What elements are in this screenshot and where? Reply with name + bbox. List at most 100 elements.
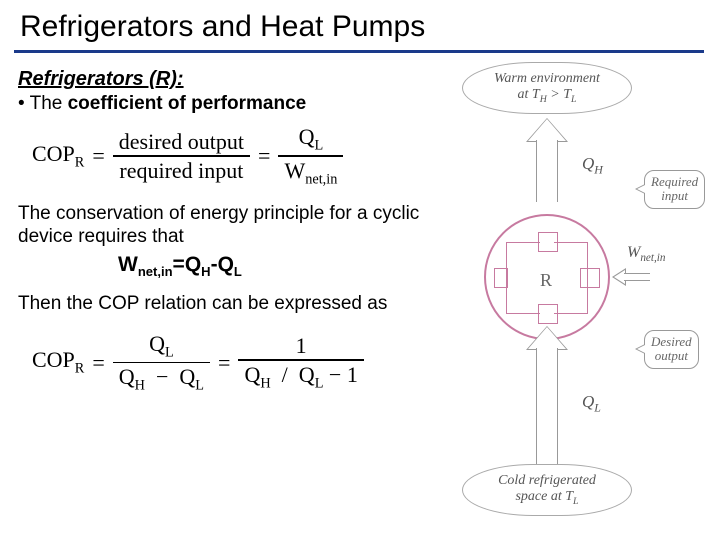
qh-sub: H	[594, 162, 603, 176]
bubble1-l2: input	[661, 188, 688, 203]
bubble2-l1: Desired	[651, 334, 692, 349]
bullet-bold: coefficient of performance	[68, 93, 307, 114]
wnet-sub: net,in	[640, 252, 665, 264]
ce-QL: Q	[218, 253, 234, 276]
label-wnet: Wnet,in	[627, 244, 666, 264]
cycle-pipe	[554, 242, 588, 243]
arrow-wnet	[612, 268, 650, 286]
title-underline	[14, 50, 704, 53]
arrow-shaft	[536, 348, 558, 466]
ql-main: Q	[582, 392, 594, 411]
wnet-main: W	[627, 244, 640, 261]
eq1-lhs-sub: R	[75, 154, 85, 170]
paragraph-then: Then the COP relation can be expressed a…	[18, 293, 438, 316]
cycle-pipe	[506, 242, 540, 243]
warm-gt: >	[547, 87, 563, 102]
ce-QH: Q	[185, 253, 201, 276]
ce-QHsub: H	[201, 264, 210, 279]
arrow-qh	[526, 118, 568, 202]
eq2-num2: 1	[290, 332, 313, 360]
eq1-lhs: COPR	[32, 141, 84, 171]
eq1-frac2: QL Wnet,in	[278, 123, 343, 189]
eq1-den2-sub: net,in	[305, 171, 337, 187]
refrigerator-figure: Warm environment at TH > TL QH R	[452, 62, 710, 522]
eq1-den1: required input	[113, 157, 249, 185]
arrow-head-icon	[526, 118, 568, 142]
equals-sign: =	[92, 143, 104, 169]
eq2-num1-q: Q	[149, 331, 165, 356]
equals-sign: =	[92, 350, 104, 376]
arrow-shaft	[536, 140, 558, 202]
equals-sign: =	[258, 143, 270, 169]
eq2-den2-QH: Q	[244, 362, 260, 387]
bullet-prefix: • The	[18, 93, 68, 114]
bubble-desired-output: Desired output	[644, 330, 699, 369]
eq2-den1-QL: Q	[179, 364, 195, 389]
cycle-pipe	[587, 242, 588, 278]
warm-TL: T	[563, 87, 571, 102]
eq1-num1: desired output	[113, 128, 250, 156]
page-title: Refrigerators and Heat Pumps	[0, 0, 720, 50]
warm-line2-pre: at	[518, 87, 532, 102]
equation-cop-expanded: COPR = QL QH − QL = 1 QH / QL − 1	[32, 330, 438, 396]
eq2-frac2: 1 QH / QL − 1	[238, 332, 363, 393]
cycle-pipe	[554, 313, 588, 314]
cold-line2-pre: space at	[515, 489, 565, 504]
eq2-den1-QHsub: H	[135, 378, 145, 394]
cycle-pipe	[506, 313, 540, 314]
cycle-evaporator	[538, 304, 558, 324]
subheading: Refrigerators (R):	[18, 68, 438, 91]
eq2-den2-tail: − 1	[323, 362, 357, 387]
arrow-shaft	[624, 273, 650, 281]
eq2-den1-QLsub: L	[195, 378, 204, 394]
eq2-lhs: COPR	[32, 347, 84, 377]
bullet-cop: • The coefficient of performance	[18, 93, 438, 115]
content-column: Refrigerators (R): • The coefficient of …	[18, 68, 438, 410]
eq2-den1-QH: Q	[119, 364, 135, 389]
eq1-num2-sub: L	[315, 137, 324, 153]
refrigerator-circle: R	[484, 214, 610, 340]
bubble2-l2: output	[655, 348, 688, 363]
warm-TLsub: L	[571, 94, 576, 105]
eq1-frac1: desired output required input	[113, 128, 250, 185]
eq2-num1: QL	[143, 330, 180, 362]
eq2-lhs-sub: R	[75, 361, 85, 377]
cycle-pipe	[587, 278, 588, 314]
refrigerator-cycle-diagram: R	[496, 226, 598, 328]
eq1-lhs-main: COP	[32, 141, 75, 166]
equation-cop-definition: COPR = desired output required input = Q…	[32, 123, 438, 189]
equation-energy-balance: Wnet,in=QH-QL	[118, 253, 438, 279]
ce-Wsub: net,in	[138, 264, 173, 279]
warm-line1: Warm environment	[494, 71, 600, 86]
eq2-lhs-main: COP	[32, 347, 75, 372]
eq1-den2-w: W	[284, 158, 305, 183]
eq1-num2-q: Q	[299, 124, 315, 149]
cold-TL: T	[565, 489, 573, 504]
ce-QLsub: L	[234, 264, 242, 279]
ql-sub: L	[594, 400, 601, 414]
qh-main: Q	[582, 154, 594, 173]
cycle-compressor	[580, 268, 600, 288]
eq1-num2: QL	[293, 123, 330, 155]
cycle-pipe	[506, 278, 507, 314]
bubble-required-input: Required input	[644, 170, 705, 209]
bubble1-l1: Required	[651, 174, 698, 189]
cold-space-cloud: Cold refrigerated space at TL	[462, 464, 632, 516]
eq2-den2-QHsub: H	[260, 375, 270, 391]
warm-THsub: H	[540, 94, 547, 105]
warm-TH: T	[532, 87, 540, 102]
refrigerator-R-label: R	[540, 270, 552, 291]
paragraph-conservation: The conservation of energy principle for…	[18, 203, 438, 249]
ce-W: W	[118, 253, 138, 276]
cycle-pipe	[506, 242, 507, 278]
cold-line1: Cold refrigerated	[498, 473, 596, 488]
eq1-den2: Wnet,in	[278, 157, 343, 189]
equals-sign: =	[218, 350, 230, 376]
eq2-frac1: QL QH − QL	[113, 330, 210, 396]
cold-TLsub: L	[573, 496, 578, 507]
eq2-den1: QH − QL	[113, 363, 210, 395]
label-ql: QL	[582, 392, 601, 415]
eq2-den2: QH / QL − 1	[238, 361, 363, 393]
label-qh: QH	[582, 154, 603, 177]
arrow-head-icon	[526, 326, 568, 350]
